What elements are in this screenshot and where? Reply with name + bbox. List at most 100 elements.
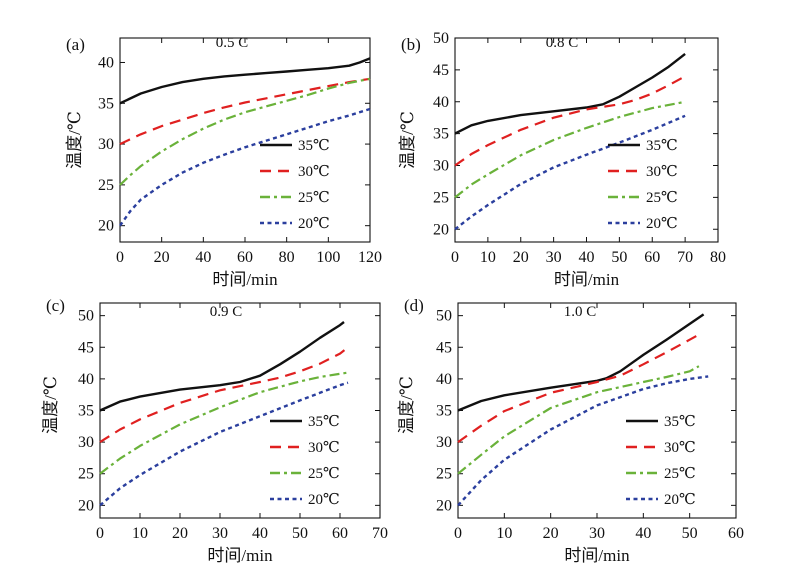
plot-frame <box>99 302 381 519</box>
x-tick-label: 10 <box>132 525 148 542</box>
panel-title: 0.5 C <box>216 35 249 51</box>
legend-label: 25℃ <box>308 466 340 482</box>
legend-label: 30℃ <box>664 440 696 456</box>
series-line-20c <box>99 381 349 507</box>
y-tick-label: 30 <box>78 434 94 451</box>
y-tick-label: 25 <box>78 466 94 483</box>
plot-frame <box>457 302 737 519</box>
x-tick-label: 60 <box>644 249 660 266</box>
panel-b: 0 10 20 30 40 50 60 70 80 20 25 30 35 40 45 50 时间/min 温度/… <box>398 30 726 289</box>
y-tick-label: 50 <box>433 30 449 47</box>
x-tick-label: 60 <box>332 525 348 542</box>
legend-label: 30℃ <box>646 164 678 180</box>
y-tick-label: 20 <box>433 221 449 238</box>
series-line-20c <box>457 375 709 507</box>
series-line-35c <box>119 57 371 105</box>
series-line-20c <box>119 107 371 227</box>
x-tick-label: 50 <box>611 249 627 266</box>
series-line-20c <box>454 114 686 231</box>
legend-label: 30℃ <box>298 164 330 180</box>
series-line-30c <box>119 77 371 146</box>
y-tick-label: 40 <box>436 371 452 388</box>
y-tick-label: 40 <box>433 94 449 111</box>
series-line-30c <box>454 75 686 167</box>
x-tick-label: 100 <box>316 249 340 266</box>
x-tick-label: 30 <box>546 249 562 266</box>
x-tick-label: 70 <box>677 249 693 266</box>
x-tick-label: 0 <box>451 249 459 266</box>
x-tick-label: 70 <box>372 525 388 542</box>
x-tick-label: 20 <box>154 249 170 266</box>
y-axis-title: 温度/℃ <box>65 111 84 169</box>
y-tick-label: 45 <box>78 339 94 356</box>
legend-label: 35℃ <box>646 138 678 154</box>
y-tick-label: 25 <box>436 466 452 483</box>
legend-label: 20℃ <box>298 216 330 232</box>
panel-title: 0.9 C <box>210 304 243 320</box>
x-tick-label: 0 <box>454 525 462 542</box>
x-tick-label: 40 <box>579 249 595 266</box>
x-axis-title: 时间/min <box>554 270 620 289</box>
x-tick-label: 40 <box>195 249 211 266</box>
y-tick-label: 25 <box>433 189 449 206</box>
x-tick-label: 80 <box>279 249 295 266</box>
legend-label: 20℃ <box>646 216 678 232</box>
panel-letter: (a) <box>66 35 85 54</box>
y-tick-label: 35 <box>98 95 114 112</box>
y-axis-title: 温度/℃ <box>41 376 60 434</box>
x-tick-label: 30 <box>212 525 228 542</box>
y-tick-label: 30 <box>436 434 452 451</box>
y-tick-label: 35 <box>78 403 94 420</box>
x-axis-title: 时间/min <box>212 270 278 289</box>
y-tick-label: 25 <box>98 177 114 194</box>
legend-label: 25℃ <box>298 190 330 206</box>
x-tick-label: 50 <box>682 525 698 542</box>
series-line-35c <box>457 313 705 412</box>
series-line-25c <box>119 77 371 186</box>
panel-letter: (c) <box>46 296 65 315</box>
y-tick-label: 40 <box>98 54 114 71</box>
series-line-30c <box>457 333 700 443</box>
legend-label: 25℃ <box>646 190 678 206</box>
series-line-35c <box>454 52 686 135</box>
y-tick-label: 45 <box>436 339 452 356</box>
y-tick-label: 45 <box>433 62 449 79</box>
panel-c: 0 10 20 30 40 50 60 70 20 25 30 35 40 45 50 时间/min 温度/℃ (… <box>41 296 388 565</box>
series-line-25c <box>454 100 686 199</box>
y-axis-title: 温度/℃ <box>397 376 416 434</box>
y-tick-label: 30 <box>433 158 449 175</box>
x-tick-label: 10 <box>496 525 512 542</box>
legend-label: 35℃ <box>308 414 340 430</box>
x-tick-label: 60 <box>237 249 253 266</box>
legend-label: 20℃ <box>308 492 340 508</box>
y-tick-label: 35 <box>436 403 452 420</box>
series-line-25c <box>99 371 349 475</box>
legend-label: 25℃ <box>664 466 696 482</box>
series-line-25c <box>457 365 700 475</box>
y-tick-label: 30 <box>98 136 114 153</box>
x-tick-label: 10 <box>480 249 496 266</box>
panel-letter: (b) <box>401 35 421 54</box>
y-axis-title: 温度/℃ <box>398 111 417 169</box>
panel-letter: (d) <box>404 296 424 315</box>
x-axis-title: 时间/min <box>564 546 630 565</box>
y-tick-label: 20 <box>98 218 114 235</box>
plot-frame <box>454 37 719 243</box>
x-tick-label: 120 <box>358 249 382 266</box>
y-tick-label: 20 <box>436 497 452 514</box>
x-tick-label: 20 <box>513 249 529 266</box>
y-tick-label: 50 <box>78 308 94 325</box>
x-tick-label: 40 <box>252 525 268 542</box>
legend-label: 35℃ <box>664 414 696 430</box>
panel-title: 0.8 C <box>546 35 579 51</box>
x-tick-label: 40 <box>635 525 651 542</box>
x-tick-label: 60 <box>728 525 744 542</box>
y-tick-label: 35 <box>433 126 449 143</box>
legend-label: 30℃ <box>308 440 340 456</box>
legend-label: 20℃ <box>664 492 696 508</box>
series-line-35c <box>99 321 345 412</box>
x-tick-label: 0 <box>116 249 124 266</box>
x-tick-label: 20 <box>172 525 188 542</box>
